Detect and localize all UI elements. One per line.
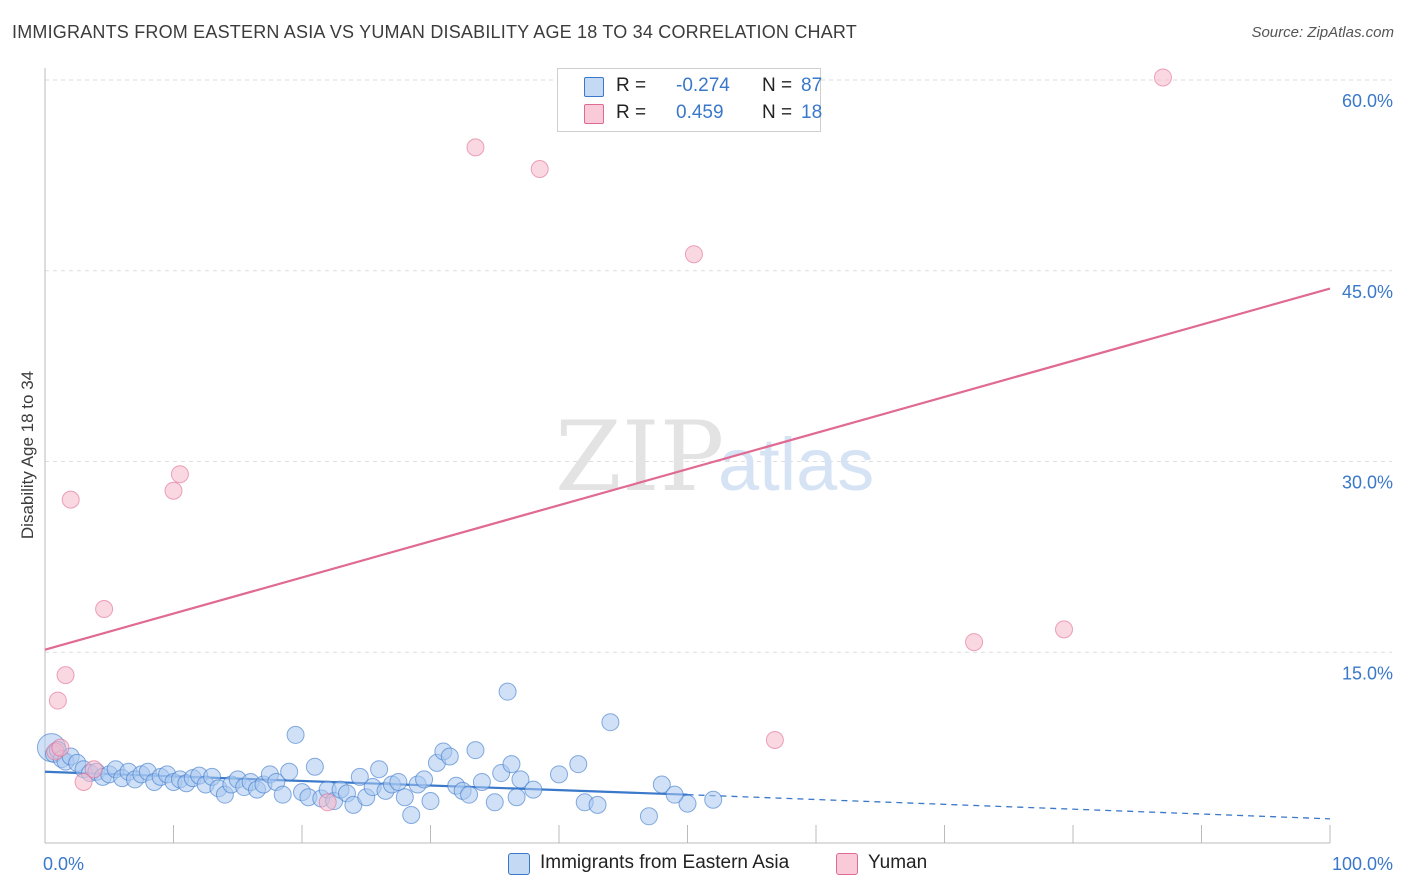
grid-lines [45,79,1392,653]
point-eastern-asia [273,785,292,804]
trend-line-yuman [44,287,1331,651]
point-yuman [61,490,80,509]
legend-r-label: R = [616,75,647,96]
bottom-legend-swatch-blue [508,853,530,875]
watermark: ZIP atlas [555,401,874,513]
legend-n-value: 87 [801,75,823,96]
point-eastern-asia [421,792,440,811]
point-eastern-asia [350,767,369,786]
point-eastern-asia [460,785,479,804]
trend-line-eastern-asia-extension [687,794,1331,820]
bottom-legend-label: Immigrants from Eastern Asia [540,852,790,873]
point-eastern-asia [601,713,620,732]
point-yuman [684,245,703,264]
point-eastern-asia [472,772,491,791]
point-yuman [170,465,189,484]
point-eastern-asia [370,760,389,779]
point-yuman [466,138,485,157]
point-yuman [56,666,75,685]
point-eastern-asia [511,770,530,789]
x-tick-label: 0.0% [43,854,84,874]
bottom-legend-swatch-pink [836,853,858,875]
x-tick-label: 100.0% [1332,854,1393,874]
point-eastern-asia [502,755,521,774]
point-eastern-asia [305,757,324,776]
point-yuman [51,738,70,757]
y-tick-label: 15.0% [1342,663,1393,683]
y-tick-label: 45.0% [1342,282,1393,302]
point-eastern-asia [652,775,671,794]
chart-title: IMMIGRANTS FROM EASTERN ASIA VS YUMAN DI… [12,22,858,42]
point-yuman [765,730,784,749]
point-yuman [318,793,337,812]
point-yuman [1153,68,1172,87]
point-eastern-asia [440,747,459,766]
point-yuman [1055,620,1074,639]
point-eastern-asia [665,785,684,804]
legend-n-label: N = [762,102,793,123]
point-yuman [530,160,549,179]
point-eastern-asia [498,682,517,701]
point-eastern-asia [588,795,607,814]
point-eastern-asia [395,788,414,807]
point-eastern-asia [466,741,485,760]
point-eastern-asia [286,725,305,744]
legend-r-value: 0.459 [676,102,724,123]
point-yuman [965,633,984,652]
point-eastern-asia [402,806,421,825]
point-eastern-asia [485,793,504,812]
legend-r-value: -0.274 [676,75,730,96]
point-eastern-asia [639,807,658,826]
watermark-atlas: atlas [718,423,874,506]
point-yuman [84,760,103,779]
trend-lines [44,287,1331,820]
point-eastern-asia [389,772,408,791]
point-eastern-asia [678,794,697,813]
point-eastern-asia [507,788,526,807]
tick-labels: 15.0% 30.0% 45.0% 60.0% 0.0% 100.0% [43,91,1393,874]
legend-n-value: 18 [801,102,823,123]
watermark-zip: ZIP [555,401,724,513]
point-yuman [164,481,183,500]
point-eastern-asia [569,755,588,774]
legend-r-label: R = [616,102,647,123]
point-eastern-asia [415,770,434,789]
legend-n-label: N = [762,75,793,96]
legend-swatch-blue [584,77,604,97]
y-tick-label: 30.0% [1342,473,1393,493]
point-eastern-asia [704,790,723,809]
point-eastern-asia [524,780,543,799]
point-yuman [74,772,93,791]
source-label: Source: ZipAtlas.com [1251,24,1394,41]
point-yuman [48,691,67,710]
y-tick-label: 60.0% [1342,91,1393,111]
data-points [36,68,1172,826]
point-eastern-asia [550,765,568,784]
point-eastern-asia [280,762,299,781]
point-yuman [95,600,114,619]
bottom-legend-label: Yuman [868,852,928,873]
correlation-legend: R = -0.274 N = 87 R = 0.459 N = 18 [557,68,823,132]
legend-swatch-pink [584,104,604,124]
axes [44,68,1331,844]
